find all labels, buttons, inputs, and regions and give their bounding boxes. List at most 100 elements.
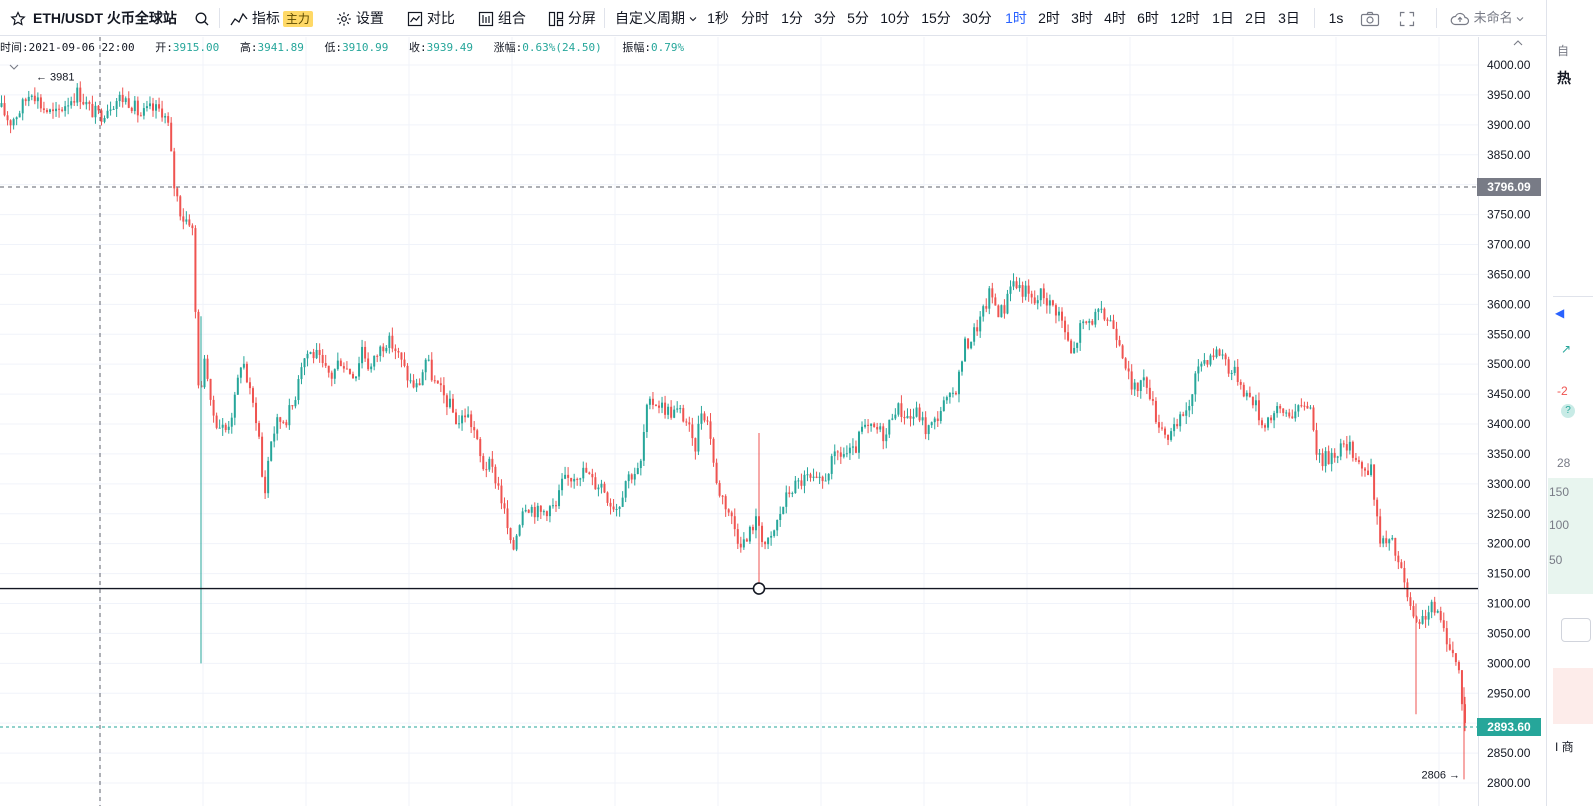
candle-body bbox=[1057, 311, 1060, 316]
candle-body bbox=[1170, 431, 1173, 440]
candle-body bbox=[203, 358, 206, 388]
candle-body bbox=[12, 119, 15, 126]
candle-body bbox=[1094, 311, 1097, 325]
price-axis[interactable]: 4000.003950.003900.003850.003800.003750.… bbox=[1478, 37, 1540, 806]
candle-body bbox=[530, 506, 533, 513]
candle-body bbox=[1203, 360, 1206, 364]
candle-body bbox=[636, 468, 639, 474]
candle-body bbox=[306, 353, 309, 359]
candle-body bbox=[191, 225, 194, 229]
period-timeline[interactable]: 分时 bbox=[741, 10, 769, 26]
candle-body bbox=[242, 363, 245, 368]
settings-button[interactable]: 设置 bbox=[336, 0, 384, 36]
line-anchor-handle[interactable] bbox=[752, 582, 766, 595]
candle-body bbox=[1312, 407, 1315, 431]
candle-body bbox=[1360, 462, 1363, 469]
candle-body bbox=[1273, 413, 1276, 421]
candle-body bbox=[1385, 538, 1388, 544]
candle-body bbox=[582, 467, 585, 479]
candle-body bbox=[512, 540, 515, 550]
candle-body bbox=[273, 433, 276, 442]
period-30m[interactable]: 30分 bbox=[962, 10, 992, 26]
candle-body bbox=[1415, 616, 1418, 622]
candle-body bbox=[1236, 366, 1239, 382]
candle-body bbox=[688, 422, 691, 425]
candle-body bbox=[1112, 320, 1115, 329]
candle-body bbox=[806, 474, 809, 476]
favorite-star-button[interactable] bbox=[10, 0, 26, 36]
candle-body bbox=[1448, 644, 1451, 650]
candle-body bbox=[3, 103, 6, 116]
candle-body bbox=[476, 430, 479, 440]
period-2h[interactable]: 2时 bbox=[1038, 10, 1060, 26]
period-3d[interactable]: 3日 bbox=[1278, 10, 1300, 26]
candle-body bbox=[1345, 444, 1348, 451]
candle-body bbox=[1200, 363, 1203, 367]
candle-body bbox=[282, 421, 285, 423]
candle-body bbox=[294, 400, 297, 407]
chart-area[interactable]: ← 3981 2806 → bbox=[0, 37, 1478, 806]
candle-body bbox=[206, 358, 209, 379]
candle-body bbox=[142, 108, 145, 116]
period-1h[interactable]: 1时 bbox=[1005, 10, 1027, 26]
symbol-name[interactable]: ETH/USDT 火币全球站 bbox=[33, 10, 177, 26]
candle-body bbox=[1303, 405, 1306, 407]
period-3m[interactable]: 3分 bbox=[814, 10, 836, 26]
period-1d[interactable]: 1日 bbox=[1212, 10, 1234, 26]
period-12h[interactable]: 12时 bbox=[1170, 10, 1200, 26]
candle-body bbox=[788, 492, 791, 494]
candle-body bbox=[1121, 345, 1124, 359]
collapse-legend-button[interactable] bbox=[8, 58, 20, 76]
candle-body bbox=[845, 453, 848, 455]
candle-body bbox=[445, 395, 448, 408]
split-screen-button[interactable]: 分屏 bbox=[548, 0, 596, 36]
period-2d[interactable]: 2日 bbox=[1245, 10, 1267, 26]
candle-body bbox=[561, 478, 564, 491]
price-tick-label: 2950.00 bbox=[1487, 686, 1531, 700]
candle-body bbox=[864, 424, 867, 427]
period-4h[interactable]: 4时 bbox=[1104, 10, 1126, 26]
fullscreen-button[interactable] bbox=[1399, 0, 1415, 36]
period-1m[interactable]: 1分 bbox=[781, 10, 803, 26]
period-15m[interactable]: 15分 bbox=[921, 10, 951, 26]
candle-body bbox=[800, 480, 803, 486]
change-label: 涨幅: bbox=[493, 41, 523, 54]
screenshot-button[interactable] bbox=[1360, 0, 1380, 36]
indicators-button[interactable]: 指标 主力 bbox=[230, 0, 313, 36]
candle-body bbox=[742, 539, 745, 548]
candle-body bbox=[994, 297, 997, 306]
candlestick-chart[interactable]: ← 3981 2806 → bbox=[0, 37, 1478, 806]
candle-body bbox=[558, 490, 561, 507]
period-5m[interactable]: 5分 bbox=[847, 10, 869, 26]
candle-body bbox=[385, 347, 388, 352]
period-10m[interactable]: 10分 bbox=[880, 10, 910, 26]
period-1s[interactable]: 1秒 bbox=[707, 10, 729, 26]
candle-body bbox=[939, 411, 942, 422]
compare-button[interactable]: 对比 bbox=[407, 0, 455, 36]
candle-body bbox=[1106, 319, 1109, 321]
save-layout-dropdown[interactable]: 未命名 bbox=[1450, 0, 1524, 36]
period-3h[interactable]: 3时 bbox=[1071, 10, 1093, 26]
candle-body bbox=[612, 506, 615, 510]
interval-1s-button[interactable]: 1s bbox=[1328, 10, 1344, 26]
candle-body bbox=[703, 413, 706, 421]
candle-body bbox=[633, 473, 636, 480]
scroll-up-button[interactable] bbox=[1506, 35, 1530, 53]
period-6h[interactable]: 6时 bbox=[1137, 10, 1159, 26]
candle-body bbox=[957, 371, 960, 395]
candle-body bbox=[39, 97, 42, 109]
custom-period-dropdown[interactable]: 自定义周期 bbox=[615, 0, 697, 36]
candle-body bbox=[606, 492, 609, 503]
panel-toggle[interactable] bbox=[1561, 618, 1591, 642]
symbol-search-button[interactable] bbox=[194, 0, 210, 36]
camera-icon bbox=[1360, 12, 1380, 27]
candle-body bbox=[1321, 453, 1324, 467]
candle-body bbox=[706, 420, 709, 422]
candle-body bbox=[873, 423, 876, 427]
combine-button[interactable]: 组合 bbox=[478, 0, 526, 36]
candle-body bbox=[209, 378, 212, 400]
candle-body bbox=[451, 398, 454, 413]
candle-body bbox=[1324, 451, 1327, 467]
candle-body bbox=[1206, 360, 1209, 365]
candle-body bbox=[1100, 308, 1103, 310]
